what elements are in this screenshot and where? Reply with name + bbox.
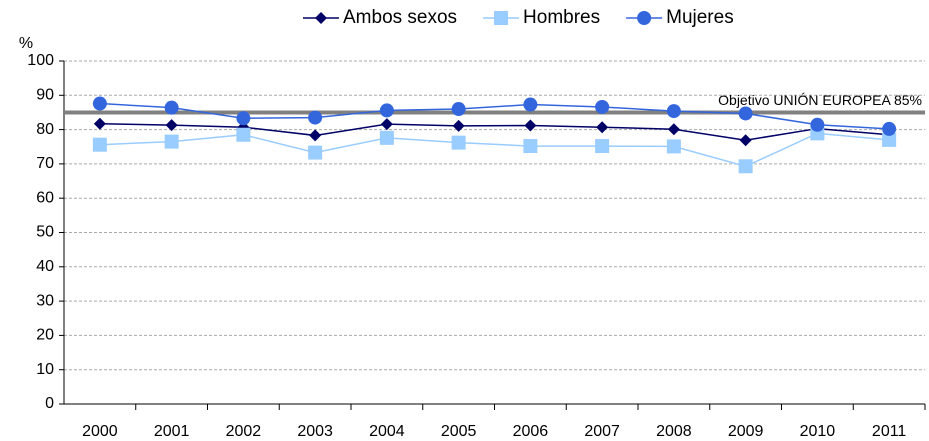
y-tick-label: 90 (36, 87, 54, 104)
legend-label: Mujeres (666, 7, 734, 28)
x-tick-label: 2009 (728, 423, 764, 440)
data-point (164, 134, 179, 149)
data-point (165, 119, 178, 132)
x-tick-label: 2005 (441, 423, 477, 440)
y-tick-label: 0 (45, 395, 54, 412)
x-tick-label: 2002 (226, 423, 262, 440)
y-tick-label: 10 (36, 361, 54, 378)
x-tick-label: 2001 (154, 423, 190, 440)
reference-label: Objetivo UNIÓN EUROPEA 85% (718, 92, 922, 108)
data-point (595, 139, 610, 154)
y-axis-label: % (19, 35, 33, 52)
data-point (92, 137, 107, 152)
legend-marker (315, 12, 327, 24)
data-point (666, 104, 681, 119)
legend-marker (494, 11, 509, 25)
data-point (308, 110, 323, 125)
data-point (92, 96, 107, 111)
x-tick-label: 2003 (297, 423, 333, 440)
data-point (523, 139, 538, 154)
y-tick-label: 20 (36, 327, 54, 344)
y-tick-label: 80 (36, 121, 54, 138)
data-point (882, 132, 897, 147)
x-tick-label: 2008 (656, 423, 692, 440)
data-point (667, 123, 680, 136)
data-point (882, 121, 897, 136)
y-tick-label: 40 (36, 258, 54, 275)
y-tick-label: 30 (36, 292, 54, 309)
data-point (236, 111, 251, 126)
y-tick-label: 60 (36, 189, 54, 206)
data-point (739, 134, 752, 147)
data-point (451, 102, 466, 117)
y-tick-label: 50 (36, 224, 54, 241)
data-point (738, 159, 753, 174)
data-point (452, 119, 465, 132)
data-point (379, 130, 394, 145)
data-point (666, 139, 681, 154)
x-tick-label: 2006 (513, 423, 549, 440)
data-point (164, 100, 179, 115)
x-tick-label: 2007 (584, 423, 620, 440)
data-point (595, 99, 610, 114)
data-point (309, 129, 322, 142)
x-tick-label: 2000 (82, 423, 118, 440)
y-tick-label: 70 (36, 155, 54, 172)
data-point (523, 97, 538, 112)
data-point (451, 135, 466, 150)
data-point (308, 145, 323, 160)
data-point (524, 119, 537, 132)
data-point (236, 127, 251, 142)
data-point (738, 106, 753, 121)
data-point (810, 117, 825, 132)
legend-marker (637, 11, 652, 25)
series-line (99, 132, 890, 168)
data-point (596, 121, 609, 134)
legend-label: Ambos sexos (343, 7, 457, 28)
x-tick-label: 2004 (369, 423, 405, 440)
x-tick-label: 2010 (800, 423, 836, 440)
series-line (99, 102, 890, 130)
series-line (99, 123, 890, 141)
legend-label: Hombres (523, 7, 600, 28)
x-tick-label: 2011 (872, 423, 907, 440)
data-point (93, 117, 106, 130)
data-point (380, 118, 393, 131)
y-tick-label: 100 (27, 52, 54, 69)
data-point (379, 103, 394, 118)
